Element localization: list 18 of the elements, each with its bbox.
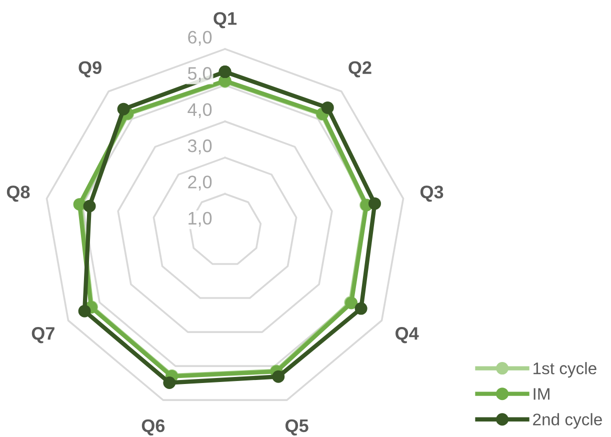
- spoke-label: Q6: [142, 419, 165, 436]
- legend-label: IM: [534, 388, 550, 400]
- y-tick-label: 2,0: [188, 176, 212, 191]
- spoke-label: Q2: [348, 61, 372, 78]
- y-tick-label: 4,0: [188, 103, 212, 118]
- y-tick-label: 5,0: [188, 67, 212, 82]
- y-tick-label: 1,0: [188, 212, 212, 227]
- spoke-label: Q3: [420, 186, 444, 202]
- legend-label: 2nd cycle: [533, 413, 602, 429]
- spoke-label: Q8: [6, 186, 30, 202]
- spoke-label: Q1: [214, 12, 237, 28]
- legend-label: 1st cycle: [534, 362, 596, 378]
- spoke-label: Q5: [286, 419, 308, 436]
- y-tick-label: 3,0: [188, 139, 212, 154]
- spoke-label: Q4: [396, 327, 419, 344]
- spoke-label: Q7: [32, 327, 54, 344]
- spoke-label: Q9: [78, 61, 102, 78]
- y-tick-label: 6,0: [188, 30, 212, 46]
